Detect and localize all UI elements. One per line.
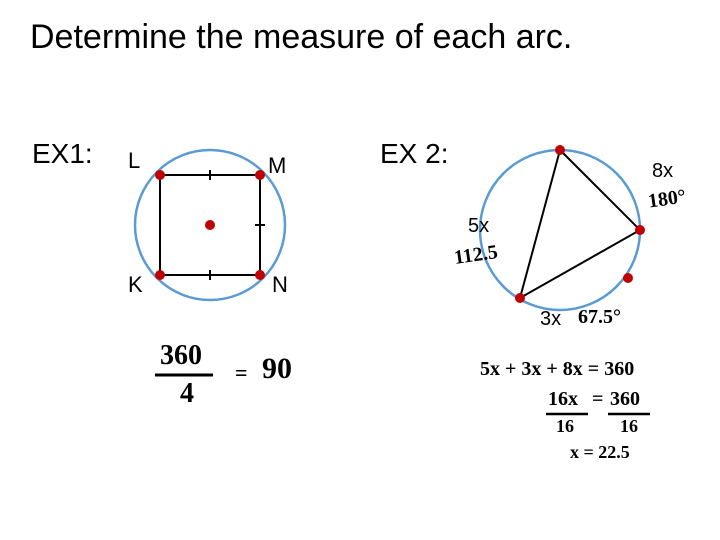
ex2-work-eq: = bbox=[592, 388, 603, 411]
ex2-label-5x: 5x bbox=[468, 215, 489, 238]
ex2-anno-675: 67.5° bbox=[578, 306, 621, 329]
ex2-work-16x: 16x bbox=[548, 388, 578, 411]
ex2-label-3x: 3x bbox=[540, 308, 561, 331]
ex2-work-360b: 360 bbox=[610, 388, 640, 411]
ex2-work-16a: 16 bbox=[556, 416, 574, 437]
ex2-work-16b: 16 bbox=[620, 416, 638, 437]
ex2-work-answer: x = 22.5 bbox=[570, 442, 630, 463]
ex2-label-8x: 8x bbox=[652, 160, 673, 183]
ex2-work-line1: 5x + 3x + 8x = 360 bbox=[480, 358, 634, 381]
